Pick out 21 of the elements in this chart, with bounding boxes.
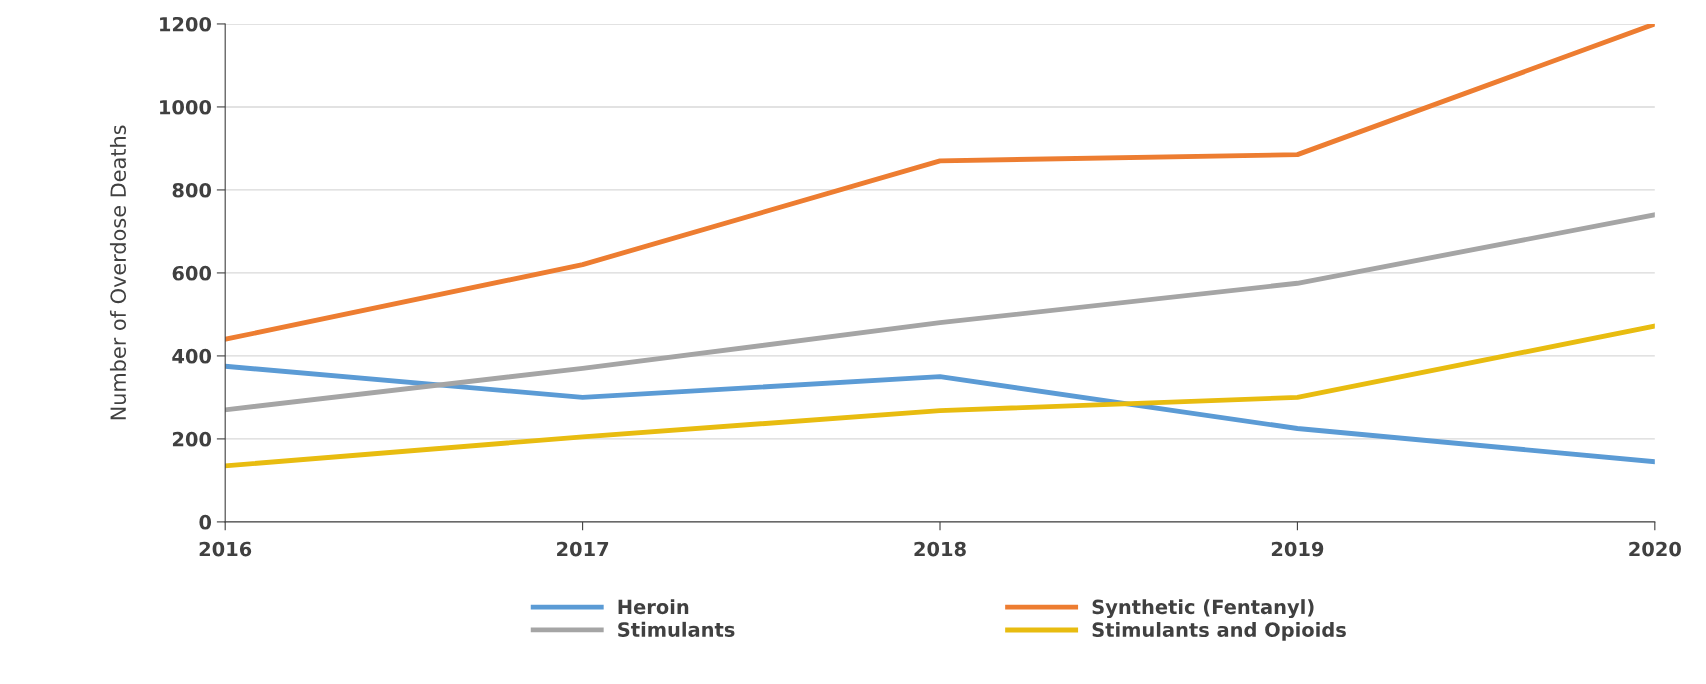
y-tick-label: 200 [172,431,212,447]
y-axis-title: Number of Overdose Deaths [109,125,127,420]
line-series [225,23,1655,342]
x-tick-label: 2019 [1271,541,1324,557]
line-series [225,212,1655,413]
legend-label: Synthetic (Fentanyl) [1092,599,1314,619]
line-series [225,323,1655,469]
x-tick-label: 2016 [199,541,252,557]
y-tick-label: 400 [172,348,212,364]
legend-label: Stimulants and Opioids [1092,622,1346,641]
x-tick-label: 2020 [1629,541,1681,557]
legend-label: Stimulants [618,621,735,637]
y-tick-label: 1200 [160,16,212,32]
y-tick-label: 0 [199,514,212,530]
x-tick-label: 2017 [557,541,609,557]
y-tick-label: 800 [172,182,212,198]
line-series [225,363,1655,465]
x-tick-label: 2018 [914,541,966,557]
y-tick-label: 1000 [160,99,212,115]
y-tick-label: 600 [172,265,212,281]
legend-label: Heroin [618,599,689,615]
